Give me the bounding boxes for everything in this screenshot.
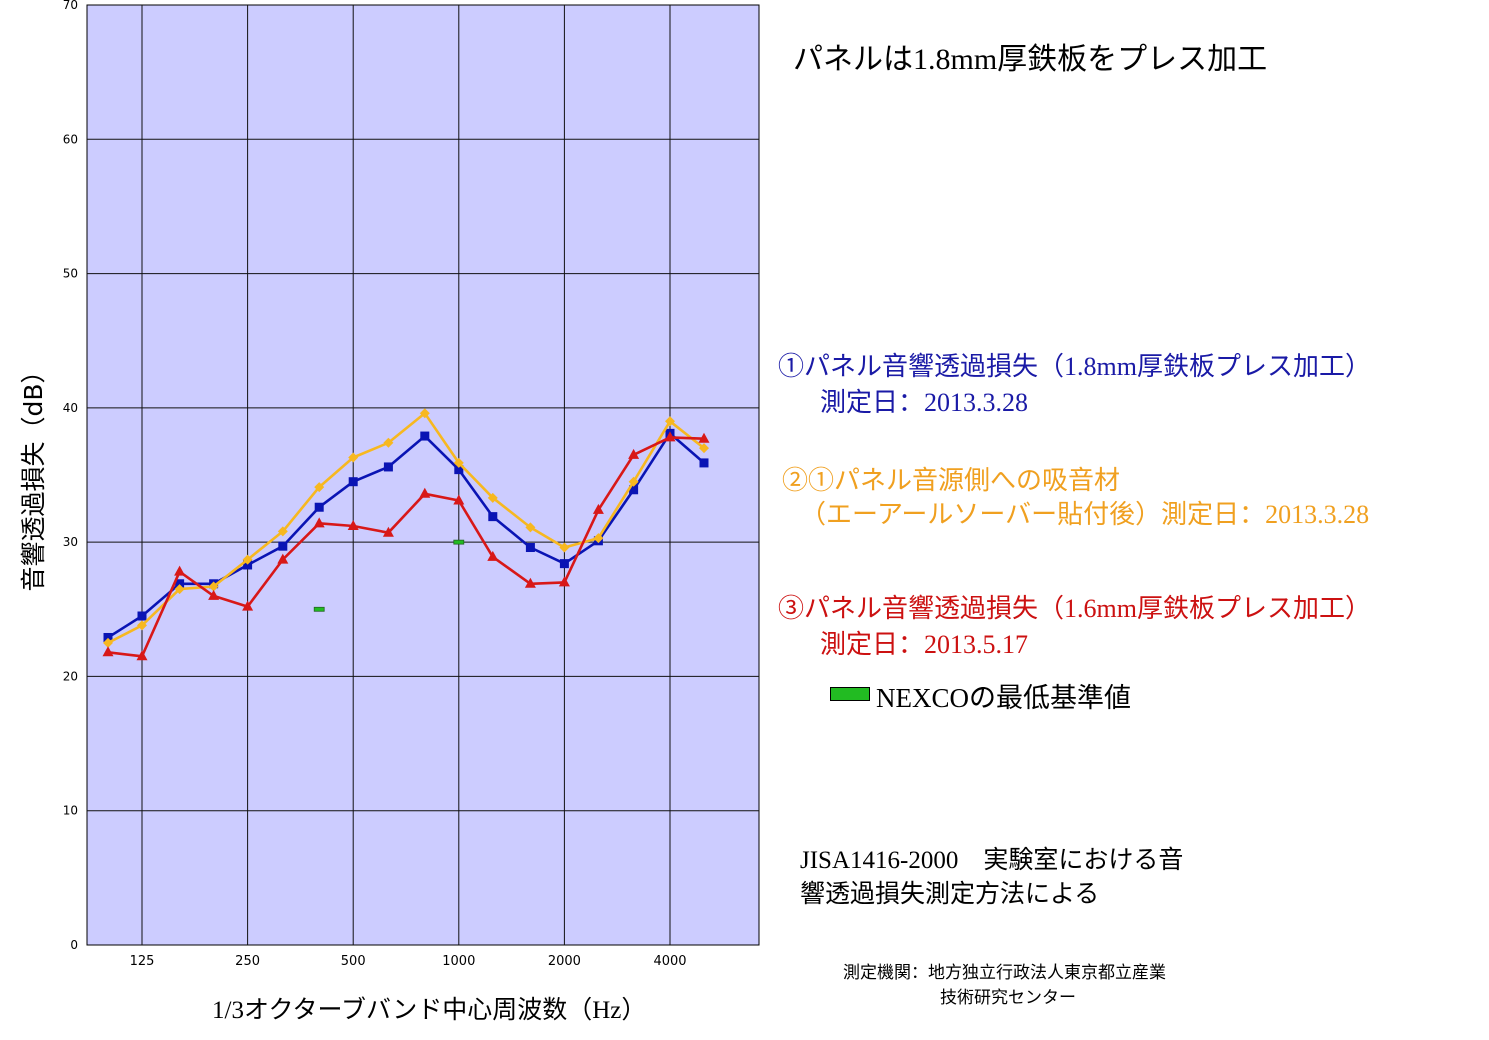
series-2-point-4000 (665, 416, 675, 427)
y-tick-label-10: 10 (63, 804, 78, 818)
y-tick-label-60: 60 (63, 132, 78, 146)
x-tick-label-250: 250 (235, 954, 260, 969)
series-2-point-1600 (525, 522, 536, 533)
series-1-point-125 (137, 611, 147, 621)
legend-series-3-name: ③パネル音響透過損失（1.6mm厚鉄板プレス加工） (778, 594, 1371, 623)
series-2-point-160 (174, 584, 185, 595)
series-1-point-5000 (699, 458, 709, 468)
reference-marks (313, 539, 465, 612)
x-axis-label: 1/3オクターブバンド中心周波数（Hz） (212, 997, 647, 1024)
series-1-point-315 (278, 541, 288, 551)
y-tick-label-0: 0 (70, 938, 78, 952)
y-axis-label: 音響透過損失（dB） (19, 358, 48, 592)
legend-nexco-label: NEXCOの最低基準値 (876, 683, 1131, 713)
y-tick-label-50: 50 (63, 267, 78, 281)
legend-series-2-date: （エーアールソーバー貼付後）測定日：2013.3.28 (800, 500, 1370, 529)
series-3-point-125 (136, 650, 148, 661)
series-3-point-3150 (628, 448, 640, 459)
series-3-point-160 (174, 565, 186, 576)
y-tick-label-40: 40 (63, 401, 78, 415)
series-3-point-315 (277, 553, 289, 564)
grid (87, 5, 759, 945)
series-2-point-800 (419, 408, 430, 419)
series-2-point-5000 (698, 443, 709, 454)
x-tick-label-500: 500 (341, 954, 366, 969)
x-tick-label-2000: 2000 (548, 954, 581, 969)
series-3-point-400 (313, 517, 325, 528)
series-2-point-1250 (487, 492, 498, 503)
series-3-point-630 (382, 526, 394, 537)
series-3-point-2000 (558, 576, 570, 587)
legend-series-1-name: ①パネル音響透過損失（1.8mm厚鉄板プレス加工） (778, 352, 1371, 381)
series-2-point-3150 (628, 476, 639, 487)
organization-note-line-2: 技術研究センター (940, 988, 1076, 1008)
y-tick-label-20: 20 (63, 669, 78, 683)
series-1-point-3150 (629, 485, 639, 495)
series-2-point-500 (348, 452, 359, 463)
method-note-line-2: 響透過損失測定方法による (800, 881, 1100, 908)
legend-series-1-date: 測定日：2013.3.28 (820, 388, 1029, 417)
series-3-line (107, 436, 705, 658)
series-1-point-1250 (488, 512, 498, 522)
series-2-point-200 (208, 581, 219, 592)
series (102, 408, 710, 661)
x-tick-label-1000: 1000 (442, 954, 475, 969)
series-3-point-500 (347, 520, 359, 531)
series-1-point-800 (420, 431, 430, 441)
series-3-point-200 (208, 589, 220, 600)
reference-mark-2 (453, 539, 465, 545)
series-1-point-1000 (454, 465, 464, 475)
plot-area (86, 4, 760, 946)
chart-note-title: パネルは1.8mm厚鉄板をプレス加工 (793, 43, 1268, 76)
organization-note-line-1: 測定機関：地方独立行政法人東京都立産業 (843, 963, 1166, 983)
series-3-point-800 (419, 487, 431, 498)
y-tick-label-70: 70 (63, 0, 78, 12)
series-1-point-630 (383, 462, 393, 472)
y-tick-label-30: 30 (63, 535, 78, 549)
series-1-point-400 (314, 502, 324, 512)
series-3-point-1250 (487, 550, 499, 561)
series-1-point-500 (348, 477, 358, 487)
axis-ticks: 0 10 20 30 40 50 60 70 125 250 500 1000 2000 4000 (63, 0, 687, 969)
series-1-line (107, 432, 705, 639)
legend-series-3-date: 測定日：2013.5.17 (820, 630, 1029, 659)
series-2-point-1000 (453, 457, 464, 468)
series-3-point-1000 (453, 494, 465, 505)
series-3-point-2500 (592, 503, 604, 514)
series-3-point-5000 (698, 432, 710, 443)
series-2-point-250 (242, 554, 253, 565)
method-note-line-1: JISA1416-2000 実験室における音 (800, 847, 1184, 874)
series-2-line (107, 411, 705, 645)
series-2-point-125 (137, 620, 147, 631)
x-tick-label-4000: 4000 (653, 954, 686, 969)
legend-nexco-swatch (830, 687, 870, 701)
series-2-point-400 (314, 482, 325, 493)
series-2-point-630 (383, 437, 394, 448)
legend-series-2-name: ②①パネル音源側への吸音材 (782, 466, 1121, 495)
series-1-point-100 (103, 632, 113, 642)
series-3-point-4000 (664, 431, 676, 442)
x-tick-label-125: 125 (130, 954, 155, 969)
series-3-point-250 (242, 600, 254, 611)
series-3-point-100 (102, 646, 114, 657)
series-2-point-2000 (559, 542, 570, 553)
series-1-point-1600 (525, 543, 535, 553)
series-2-point-100 (103, 637, 114, 648)
series-1-point-250 (243, 560, 253, 570)
series-1-point-160 (175, 579, 185, 589)
series-3-point-1600 (524, 577, 536, 588)
series-1-point-2000 (559, 559, 569, 569)
series-2-point-315 (277, 526, 288, 537)
series-2-point-2500 (593, 533, 604, 544)
reference-mark-1 (313, 606, 325, 612)
